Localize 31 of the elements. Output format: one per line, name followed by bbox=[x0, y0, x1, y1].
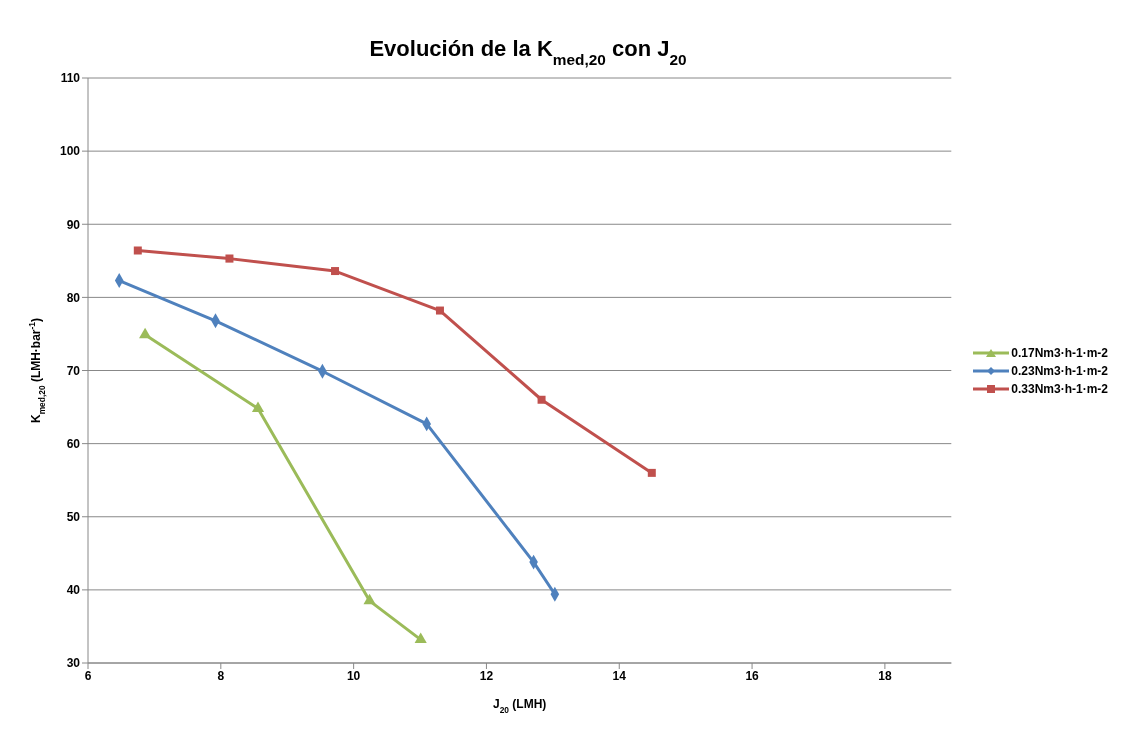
x-tick-label: 10 bbox=[346, 668, 361, 683]
y-tick-label: 70 bbox=[66, 363, 81, 378]
y-tick-label: 80 bbox=[66, 290, 81, 305]
legend-label: 0.23Nm3·h-1·m-2 bbox=[1011, 363, 1108, 378]
y-tick-label: 110 bbox=[60, 71, 81, 86]
x-tick-label: 12 bbox=[479, 668, 494, 683]
point bbox=[133, 246, 142, 255]
point bbox=[251, 401, 265, 413]
y-tick-label: 100 bbox=[59, 144, 81, 159]
point bbox=[225, 254, 234, 263]
point bbox=[139, 327, 152, 339]
point bbox=[537, 395, 546, 404]
x-tick-label: 18 bbox=[878, 668, 892, 683]
y-tick-label: 40 bbox=[66, 583, 81, 598]
legend-label: 0.33Nm3·h-1·m-2 bbox=[1011, 381, 1108, 396]
chart-title: Evolución de la K$_{med,20}$ con J$_{20}$ bbox=[369, 36, 687, 68]
point bbox=[331, 267, 340, 276]
legend-label: 0.17Nm3·h-1·m-2 bbox=[1011, 345, 1108, 360]
x-tick-label: 16 bbox=[745, 668, 760, 683]
y-tick-label: 50 bbox=[66, 510, 81, 525]
point bbox=[647, 468, 656, 477]
point bbox=[435, 306, 444, 315]
x-tick-label: 14 bbox=[612, 668, 627, 683]
x-tick-label: 6 bbox=[84, 668, 92, 683]
y-tick-label: 90 bbox=[66, 217, 81, 232]
x-tick-label: 8 bbox=[217, 668, 225, 683]
y-tick-label: 60 bbox=[66, 436, 81, 451]
x-axis-title: J$_{20}$ (LMH) bbox=[492, 697, 547, 715]
point bbox=[363, 593, 376, 605]
y-tick-label: 30 bbox=[66, 656, 81, 671]
point bbox=[414, 632, 427, 644]
